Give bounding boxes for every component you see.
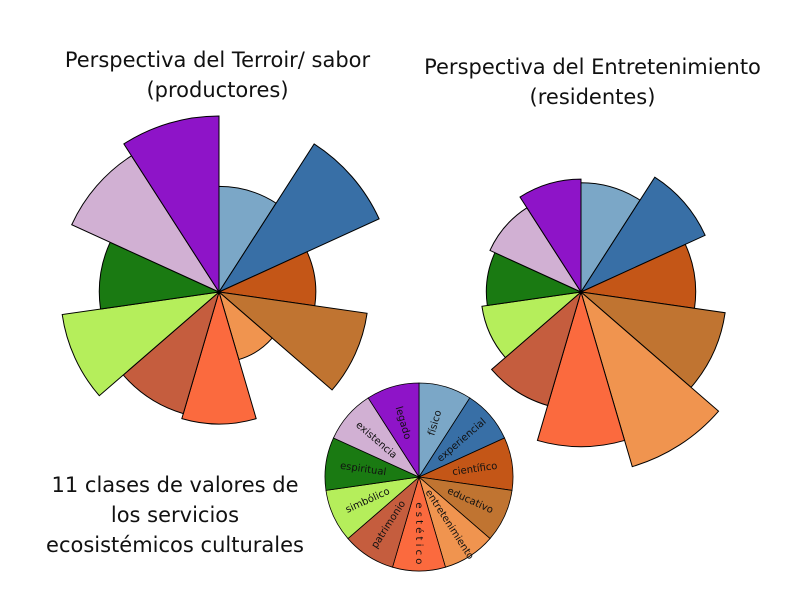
terroir-sector-simbólico	[61, 291, 221, 397]
legend-caption-line1: 11 clases de valores de	[51, 473, 299, 497]
chart-title-terroir-line2: (productores)	[146, 78, 289, 102]
legend-caption: 11 clases de valores de los servicios ec…	[20, 470, 330, 560]
chart-title-terroir: Perspectiva del Terroir/ sabor (producto…	[40, 45, 395, 105]
entretenimiento-sector-experiencial	[579, 176, 706, 294]
terroir-sector-experiencial	[217, 143, 380, 294]
entretenimiento-sector-simbólico	[481, 291, 583, 359]
entretenimiento-sector-legado	[519, 178, 582, 294]
chart-title-entretenimiento-line1: Perspectiva del Entretenimiento	[424, 55, 761, 79]
terroir-sector-existencia	[71, 155, 221, 294]
terroir-sector-estético	[181, 290, 257, 425]
entretenimiento-sector-patrimonio	[490, 290, 582, 407]
legend-caption-line3: ecosistémicos culturales	[46, 533, 304, 557]
legend-label-estético: e s t é t i c o	[413, 502, 425, 564]
chart-title-entretenimiento: Perspectiva del Entretenimiento (residen…	[405, 52, 780, 112]
entretenimiento-sector-estético	[536, 290, 626, 448]
chart-title-entretenimiento-line2: (residentes)	[529, 85, 656, 109]
legend-pie: físicoexperiencialcientíficoeducativoent…	[324, 382, 514, 572]
legend-slice-legado	[367, 382, 420, 479]
chart-title-terroir-line1: Perspectiva del Terroir/ sabor	[64, 48, 371, 72]
legend-caption-line2: los servicios	[110, 503, 240, 527]
terroir-sector-educativo	[217, 291, 368, 391]
entretenimiento-sector-entretenimiento	[580, 290, 720, 468]
polar-chart-entretenimiento	[481, 176, 726, 468]
polar-chart-terroir	[61, 115, 380, 425]
entretenimiento-sector-educativo	[579, 291, 726, 389]
terroir-sector-legado	[123, 115, 220, 294]
